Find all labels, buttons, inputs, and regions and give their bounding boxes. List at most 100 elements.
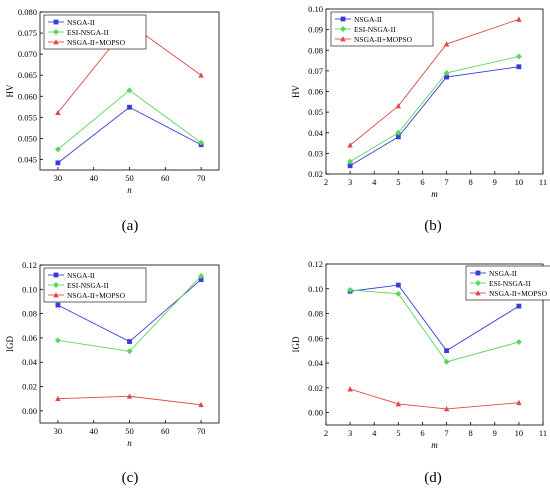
- panel-c: 0.00 0.02 0.04 0.06 0.08 0.10 0.12 30 40 50 60 70 n I…: [5, 260, 220, 486]
- series-line: [349, 388, 519, 410]
- legend-swatch-marker: [340, 16, 346, 22]
- panel-label: (c): [122, 470, 139, 486]
- y-tick-label: 0.04: [308, 128, 324, 138]
- legend-label: NSGA-II: [67, 271, 95, 280]
- x-tick-label: 4: [372, 428, 377, 438]
- y-tick-label: 0.04: [308, 358, 324, 368]
- x-tick-label: 8: [469, 177, 473, 187]
- data-point: [444, 74, 449, 80]
- y-tick-label: 0.10: [308, 4, 323, 14]
- data-point: [395, 282, 401, 288]
- data-point: [516, 399, 522, 406]
- series-line: [350, 289, 520, 363]
- x-tick-label: 50: [125, 173, 134, 183]
- y-tick-label: 0.050: [18, 133, 37, 143]
- y-tick-label: 0.065: [18, 70, 37, 80]
- x-tick-label: 50: [125, 426, 134, 436]
- x-tick-label: 5: [396, 428, 400, 438]
- x-tick-label: 40: [89, 173, 98, 183]
- panel-label: (a): [122, 218, 139, 234]
- x-tick-label: 70: [197, 173, 206, 183]
- x-tick-label: 10: [515, 428, 524, 438]
- x-tick-label: 11: [539, 428, 547, 438]
- data-point: [198, 401, 204, 408]
- panel-a: 0.045 0.050 0.055 0.060 0.065 0.070 0.075 0.080…: [5, 7, 220, 234]
- legend-label: ESI-NSGA-II: [67, 281, 109, 290]
- y-tick-label: 0.03: [308, 148, 323, 158]
- y-tick-label: 0.06: [22, 333, 37, 343]
- legend-label: NSGA-II: [354, 15, 382, 24]
- data-point: [347, 163, 353, 169]
- y-tick-label: 0.00: [308, 408, 323, 418]
- legend-swatch-marker: [340, 26, 346, 32]
- series-line: [349, 66, 519, 167]
- x-tick-label: 3: [348, 177, 352, 187]
- data-point: [347, 158, 354, 165]
- legend-label: NSGA-II: [489, 269, 517, 278]
- data-point: [395, 129, 402, 136]
- plot-frame: [325, 263, 544, 426]
- data-point: [126, 348, 133, 355]
- data-point: [515, 339, 522, 346]
- legend-swatch-marker: [53, 272, 59, 278]
- panel-b: 0.02 0.03 0.04 0.05 0.06 0.07 0.08 0.09 0.10 2 3 4 5…: [291, 4, 547, 234]
- x-axis-label: n: [127, 185, 132, 195]
- y-tick-label: 0.08: [308, 45, 323, 55]
- legend-swatch-marker: [475, 270, 481, 276]
- y-tick-label: 0.02: [308, 383, 323, 393]
- data-point: [126, 393, 133, 399]
- y-tick-label: 0.02: [22, 382, 37, 392]
- data-point: [516, 303, 522, 309]
- data-point: [127, 339, 132, 344]
- legend-swatch-marker: [53, 292, 59, 298]
- data-point: [198, 277, 204, 282]
- y-tick-label: 0.075: [18, 28, 37, 38]
- data-point: [198, 139, 205, 146]
- x-axis-label: m: [431, 189, 438, 199]
- x-tick-label: 2: [324, 177, 328, 187]
- data-point: [516, 64, 522, 70]
- legend-label: NSGA-II+MOPSO: [489, 289, 548, 298]
- legend-label: ESI-NSGA-II: [354, 25, 396, 34]
- data-point: [347, 386, 353, 392]
- x-tick-label: 4: [372, 177, 377, 187]
- x-tick-label: 5: [396, 177, 400, 187]
- panel-d: 0.00 0.02 0.04 0.06 0.08 0.10 0.12 2 3 4 5 6 7 8 9 10 11…: [291, 259, 550, 486]
- y-tick-label: 0.04: [22, 357, 38, 367]
- legend-label: ESI-NSGA-II: [489, 279, 531, 288]
- y-tick-label: 0.070: [18, 49, 37, 59]
- x-tick-label: 60: [161, 173, 170, 183]
- x-tick-label: 10: [515, 177, 524, 187]
- x-tick-label: 30: [54, 426, 63, 436]
- data-point: [516, 16, 522, 22]
- x-tick-label: 70: [197, 426, 206, 436]
- y-tick-label: 0.055: [18, 112, 37, 122]
- series-line: [349, 55, 519, 163]
- y-tick-label: 0.10: [308, 284, 323, 294]
- data-point: [515, 53, 522, 60]
- legend-label: NSGA-II: [67, 18, 95, 27]
- x-tick-label: 7: [444, 177, 448, 187]
- data-point: [54, 146, 61, 153]
- data-point: [198, 72, 204, 78]
- x-tick-label: 9: [493, 177, 497, 187]
- data-point: [395, 401, 402, 407]
- y-tick-label: 0.06: [308, 87, 323, 97]
- y-tick-label: 0.08: [308, 309, 323, 319]
- legend-swatch-marker: [475, 290, 481, 296]
- y-tick-label: 0.045: [18, 154, 37, 164]
- y-tick-label: 0.060: [18, 91, 37, 101]
- x-tick-label: 40: [89, 426, 98, 436]
- data-point: [126, 87, 133, 94]
- y-axis-label: HV: [291, 85, 301, 98]
- y-tick-label: 0.080: [18, 7, 37, 17]
- x-tick-label: 6: [420, 428, 424, 438]
- legend-swatch-marker: [53, 19, 59, 25]
- x-axis-label: n: [127, 438, 132, 448]
- y-tick-label: 0.06: [308, 333, 323, 343]
- x-tick-label: 30: [54, 173, 63, 183]
- legend-label: ESI-NSGA-II: [67, 28, 109, 37]
- legend-swatch-marker: [475, 280, 481, 286]
- data-point: [443, 358, 450, 365]
